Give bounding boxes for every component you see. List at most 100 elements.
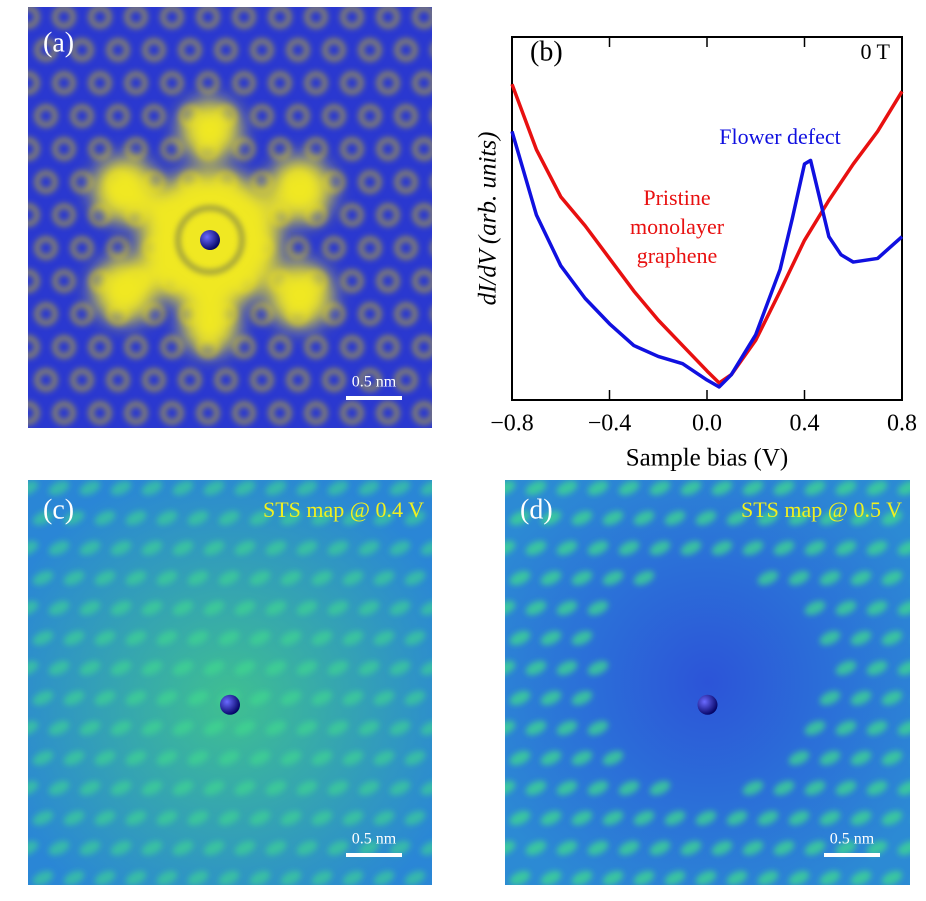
ring	[322, 104, 346, 128]
blob	[556, 600, 578, 616]
blob	[110, 780, 132, 796]
ring	[34, 368, 58, 392]
blob	[505, 600, 516, 616]
blob	[234, 540, 256, 556]
ring	[412, 203, 432, 227]
blob	[32, 570, 54, 586]
blob	[804, 480, 826, 496]
blob	[404, 630, 426, 646]
blob	[897, 720, 910, 736]
blob	[296, 660, 318, 676]
blob	[618, 840, 640, 856]
flower-lobe	[182, 297, 238, 353]
scale-bar	[346, 396, 402, 400]
blob	[125, 630, 147, 646]
blob	[897, 780, 910, 796]
blob	[249, 750, 271, 766]
blob	[203, 660, 225, 676]
blob	[311, 690, 333, 706]
blob	[48, 660, 70, 676]
ring	[358, 302, 382, 326]
blob	[433, 688, 458, 708]
blob	[79, 660, 101, 676]
ring	[52, 401, 76, 425]
blob	[125, 510, 147, 526]
ring	[70, 38, 94, 62]
blob	[373, 510, 395, 526]
blob	[389, 720, 411, 736]
blob	[373, 750, 395, 766]
ring	[394, 104, 418, 128]
blob	[327, 600, 349, 616]
blob	[742, 540, 764, 556]
blob	[172, 840, 194, 856]
series-line	[510, 130, 904, 389]
blob	[664, 510, 686, 526]
blob	[94, 810, 116, 826]
ring	[340, 269, 364, 293]
blob	[141, 480, 163, 496]
ring	[70, 170, 94, 194]
blob	[389, 780, 411, 796]
blob	[311, 570, 333, 586]
blob	[881, 870, 903, 885]
blob	[342, 810, 364, 826]
blob	[249, 870, 271, 885]
ring	[28, 7, 40, 29]
ring	[52, 7, 76, 29]
ring	[28, 137, 40, 161]
blob	[156, 870, 178, 885]
blob	[249, 510, 271, 526]
blob	[433, 808, 458, 828]
x-tick-label: 0.4	[790, 411, 820, 437]
panel-label: (b)	[530, 36, 563, 67]
ring	[52, 137, 76, 161]
ring	[70, 236, 94, 260]
x-tick-label: −0.8	[490, 411, 534, 437]
blob	[280, 510, 302, 526]
blob	[327, 660, 349, 676]
blob	[664, 810, 686, 826]
blob	[910, 808, 926, 828]
blob	[556, 780, 578, 796]
blob	[571, 510, 593, 526]
blob	[866, 840, 888, 856]
blob	[28, 480, 39, 496]
blob	[79, 720, 101, 736]
ring	[322, 38, 346, 62]
blob	[881, 750, 903, 766]
blob	[602, 750, 624, 766]
blob	[358, 780, 380, 796]
blob	[342, 750, 364, 766]
ring	[196, 7, 220, 29]
blob	[556, 540, 578, 556]
blob	[633, 810, 655, 826]
ring	[160, 401, 184, 425]
blob	[602, 870, 624, 885]
blob	[742, 840, 764, 856]
ring	[160, 7, 184, 29]
ring	[70, 302, 94, 326]
blob	[32, 810, 54, 826]
blob	[897, 660, 910, 676]
blob	[850, 570, 872, 586]
ring	[160, 137, 184, 161]
blob	[265, 720, 287, 736]
blob	[32, 870, 54, 885]
blob	[79, 600, 101, 616]
blob	[910, 868, 926, 888]
blob	[342, 510, 364, 526]
blob	[618, 780, 640, 796]
blob	[819, 750, 841, 766]
blob	[881, 510, 903, 526]
map-caption: STS map @ 0.5 V	[741, 497, 902, 522]
ring	[268, 335, 292, 359]
ring	[340, 71, 364, 95]
blob	[505, 840, 516, 856]
blob	[125, 690, 147, 706]
ring	[430, 373, 432, 387]
ring	[358, 368, 382, 392]
blob	[327, 540, 349, 556]
blob	[757, 570, 779, 586]
blob	[311, 870, 333, 885]
